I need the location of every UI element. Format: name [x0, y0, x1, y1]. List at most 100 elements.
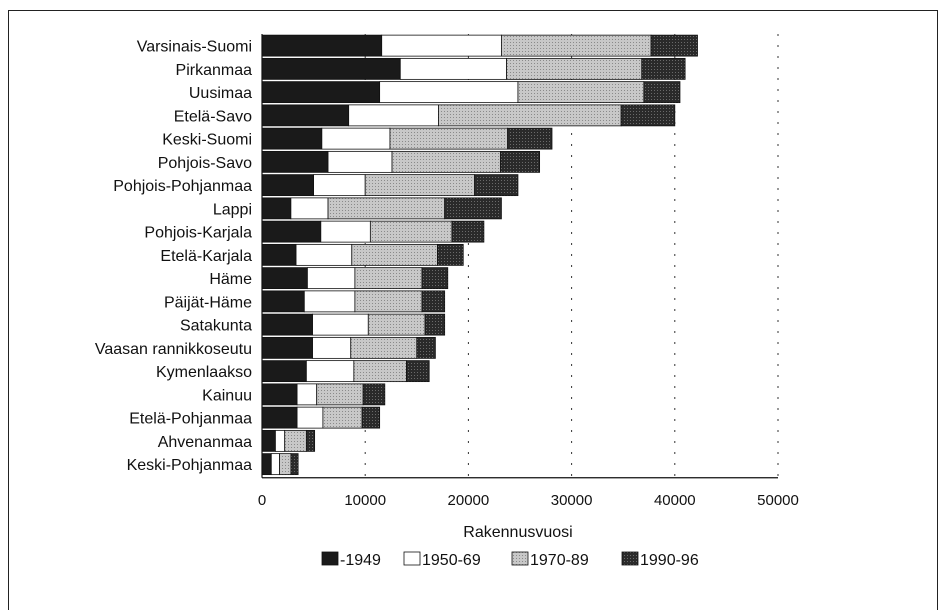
- bar-segment: [261, 34, 383, 57]
- bar-segment: [296, 406, 324, 429]
- bar-segment: [261, 174, 314, 197]
- bar-segment: [437, 243, 464, 266]
- bar-segment: [296, 383, 318, 406]
- category-label: Kainuu: [202, 387, 252, 404]
- bar-segment: [316, 383, 364, 406]
- bar-segment: [351, 243, 438, 266]
- bar-segment: [261, 336, 313, 359]
- x-tick-label: 10000: [344, 492, 386, 509]
- bar-segment: [367, 313, 426, 336]
- bar-segment: [438, 104, 622, 127]
- bar-segment: [416, 336, 436, 359]
- x-axis-label: Rakennusvuosi: [463, 524, 572, 541]
- x-tick-label: 0: [258, 492, 266, 509]
- category-label: Etelä-Karjala: [160, 248, 252, 265]
- bar-segment: [348, 104, 439, 127]
- bar-segment: [353, 360, 407, 383]
- legend-swatch: [621, 551, 639, 566]
- bar-segment: [354, 290, 423, 313]
- legend-label: 1990-96: [640, 552, 699, 569]
- bar-segment: [261, 429, 276, 452]
- category-label: Satakunta: [180, 318, 252, 335]
- category-label: Pohjois-Karjala: [144, 225, 252, 242]
- bar-segment: [499, 150, 541, 173]
- category-label: Keski-Pohjanmaa: [127, 457, 253, 474]
- bar-segment: [391, 150, 501, 173]
- bar-segment: [381, 34, 502, 57]
- category-label: Häme: [209, 271, 252, 288]
- x-tick-label: 50000: [757, 492, 799, 509]
- category-label: Etelä-Savo: [174, 108, 252, 125]
- bar-segment: [312, 336, 352, 359]
- bar-segment: [313, 174, 366, 197]
- bar-segment: [307, 267, 356, 290]
- legend-swatch: [511, 551, 529, 566]
- bar-segment: [650, 34, 698, 57]
- bar-segment: [320, 220, 371, 243]
- bar-segment: [517, 81, 645, 104]
- bar-segment: [321, 127, 391, 150]
- bar-segment: [261, 57, 401, 80]
- category-label: Etelä-Pohjanmaa: [129, 411, 252, 428]
- bar-segment: [261, 81, 381, 104]
- bar-segment: [474, 174, 519, 197]
- bar-segment: [275, 429, 286, 452]
- legend-label: -1949: [340, 552, 381, 569]
- bar-segment: [451, 220, 485, 243]
- x-tick-label: 40000: [654, 492, 696, 509]
- bar-segment: [261, 406, 298, 429]
- bar-segment: [354, 267, 423, 290]
- bar-segment: [284, 429, 307, 452]
- category-label: Pohjois-Savo: [158, 155, 252, 172]
- category-label: Ahvenanmaa: [158, 434, 252, 451]
- bar-segment: [361, 406, 381, 429]
- bar-segment: [261, 267, 308, 290]
- bar-segment: [389, 127, 509, 150]
- category-label: Pirkanmaa: [176, 62, 253, 79]
- bar-segment: [261, 220, 322, 243]
- category-label: Vaasan rannikkoseutu: [95, 341, 252, 358]
- bar-segment: [279, 453, 292, 476]
- bar-segment: [261, 197, 292, 220]
- legend-swatch: [321, 551, 339, 566]
- bar-segment: [261, 127, 323, 150]
- bar-segment: [364, 174, 475, 197]
- stacked-bar-chart: Varsinais-Suomi Pirkanmaa Uusimaa Etelä-Sav…: [95, 34, 799, 569]
- category-label: Pohjois-Pohjanmaa: [113, 178, 252, 195]
- bar-segment: [261, 360, 307, 383]
- bars-group: [261, 34, 698, 476]
- bar-segment: [643, 81, 681, 104]
- x-tick-labels: 0 10000 20000 30000 40000 50000: [258, 492, 799, 509]
- legend-label: 1970-89: [530, 552, 589, 569]
- bar-segment: [305, 360, 355, 383]
- bar-segment: [261, 243, 297, 266]
- legend-swatch: [403, 551, 421, 566]
- bar-segment: [369, 220, 453, 243]
- bar-segment: [327, 150, 393, 173]
- category-label: Keski-Suomi: [162, 132, 252, 149]
- bar-segment: [424, 313, 446, 336]
- bar-segment: [641, 57, 686, 80]
- bar-segment: [379, 81, 519, 104]
- bar-segment: [421, 267, 449, 290]
- category-label: Lappi: [213, 201, 252, 218]
- bar-segment: [506, 57, 643, 80]
- bar-segment: [507, 127, 553, 150]
- x-tick-label: 20000: [448, 492, 490, 509]
- bar-segment: [290, 453, 299, 476]
- bar-segment: [261, 150, 329, 173]
- bar-segment: [322, 406, 363, 429]
- bar-segment: [312, 313, 369, 336]
- bar-segment: [261, 290, 305, 313]
- figure-frame: [8, 10, 938, 610]
- category-label: Päijät-Häme: [164, 294, 252, 311]
- bar-segment: [444, 197, 502, 220]
- legend-label: 1950-69: [422, 552, 481, 569]
- bar-segment: [261, 313, 313, 336]
- bar-segment: [501, 34, 652, 57]
- bar-segment: [399, 57, 507, 80]
- bar-segment: [270, 453, 280, 476]
- legend: -1949 1950-69 1970-89 1990-96: [321, 551, 699, 569]
- bar-segment: [327, 197, 446, 220]
- bar-segment: [362, 383, 386, 406]
